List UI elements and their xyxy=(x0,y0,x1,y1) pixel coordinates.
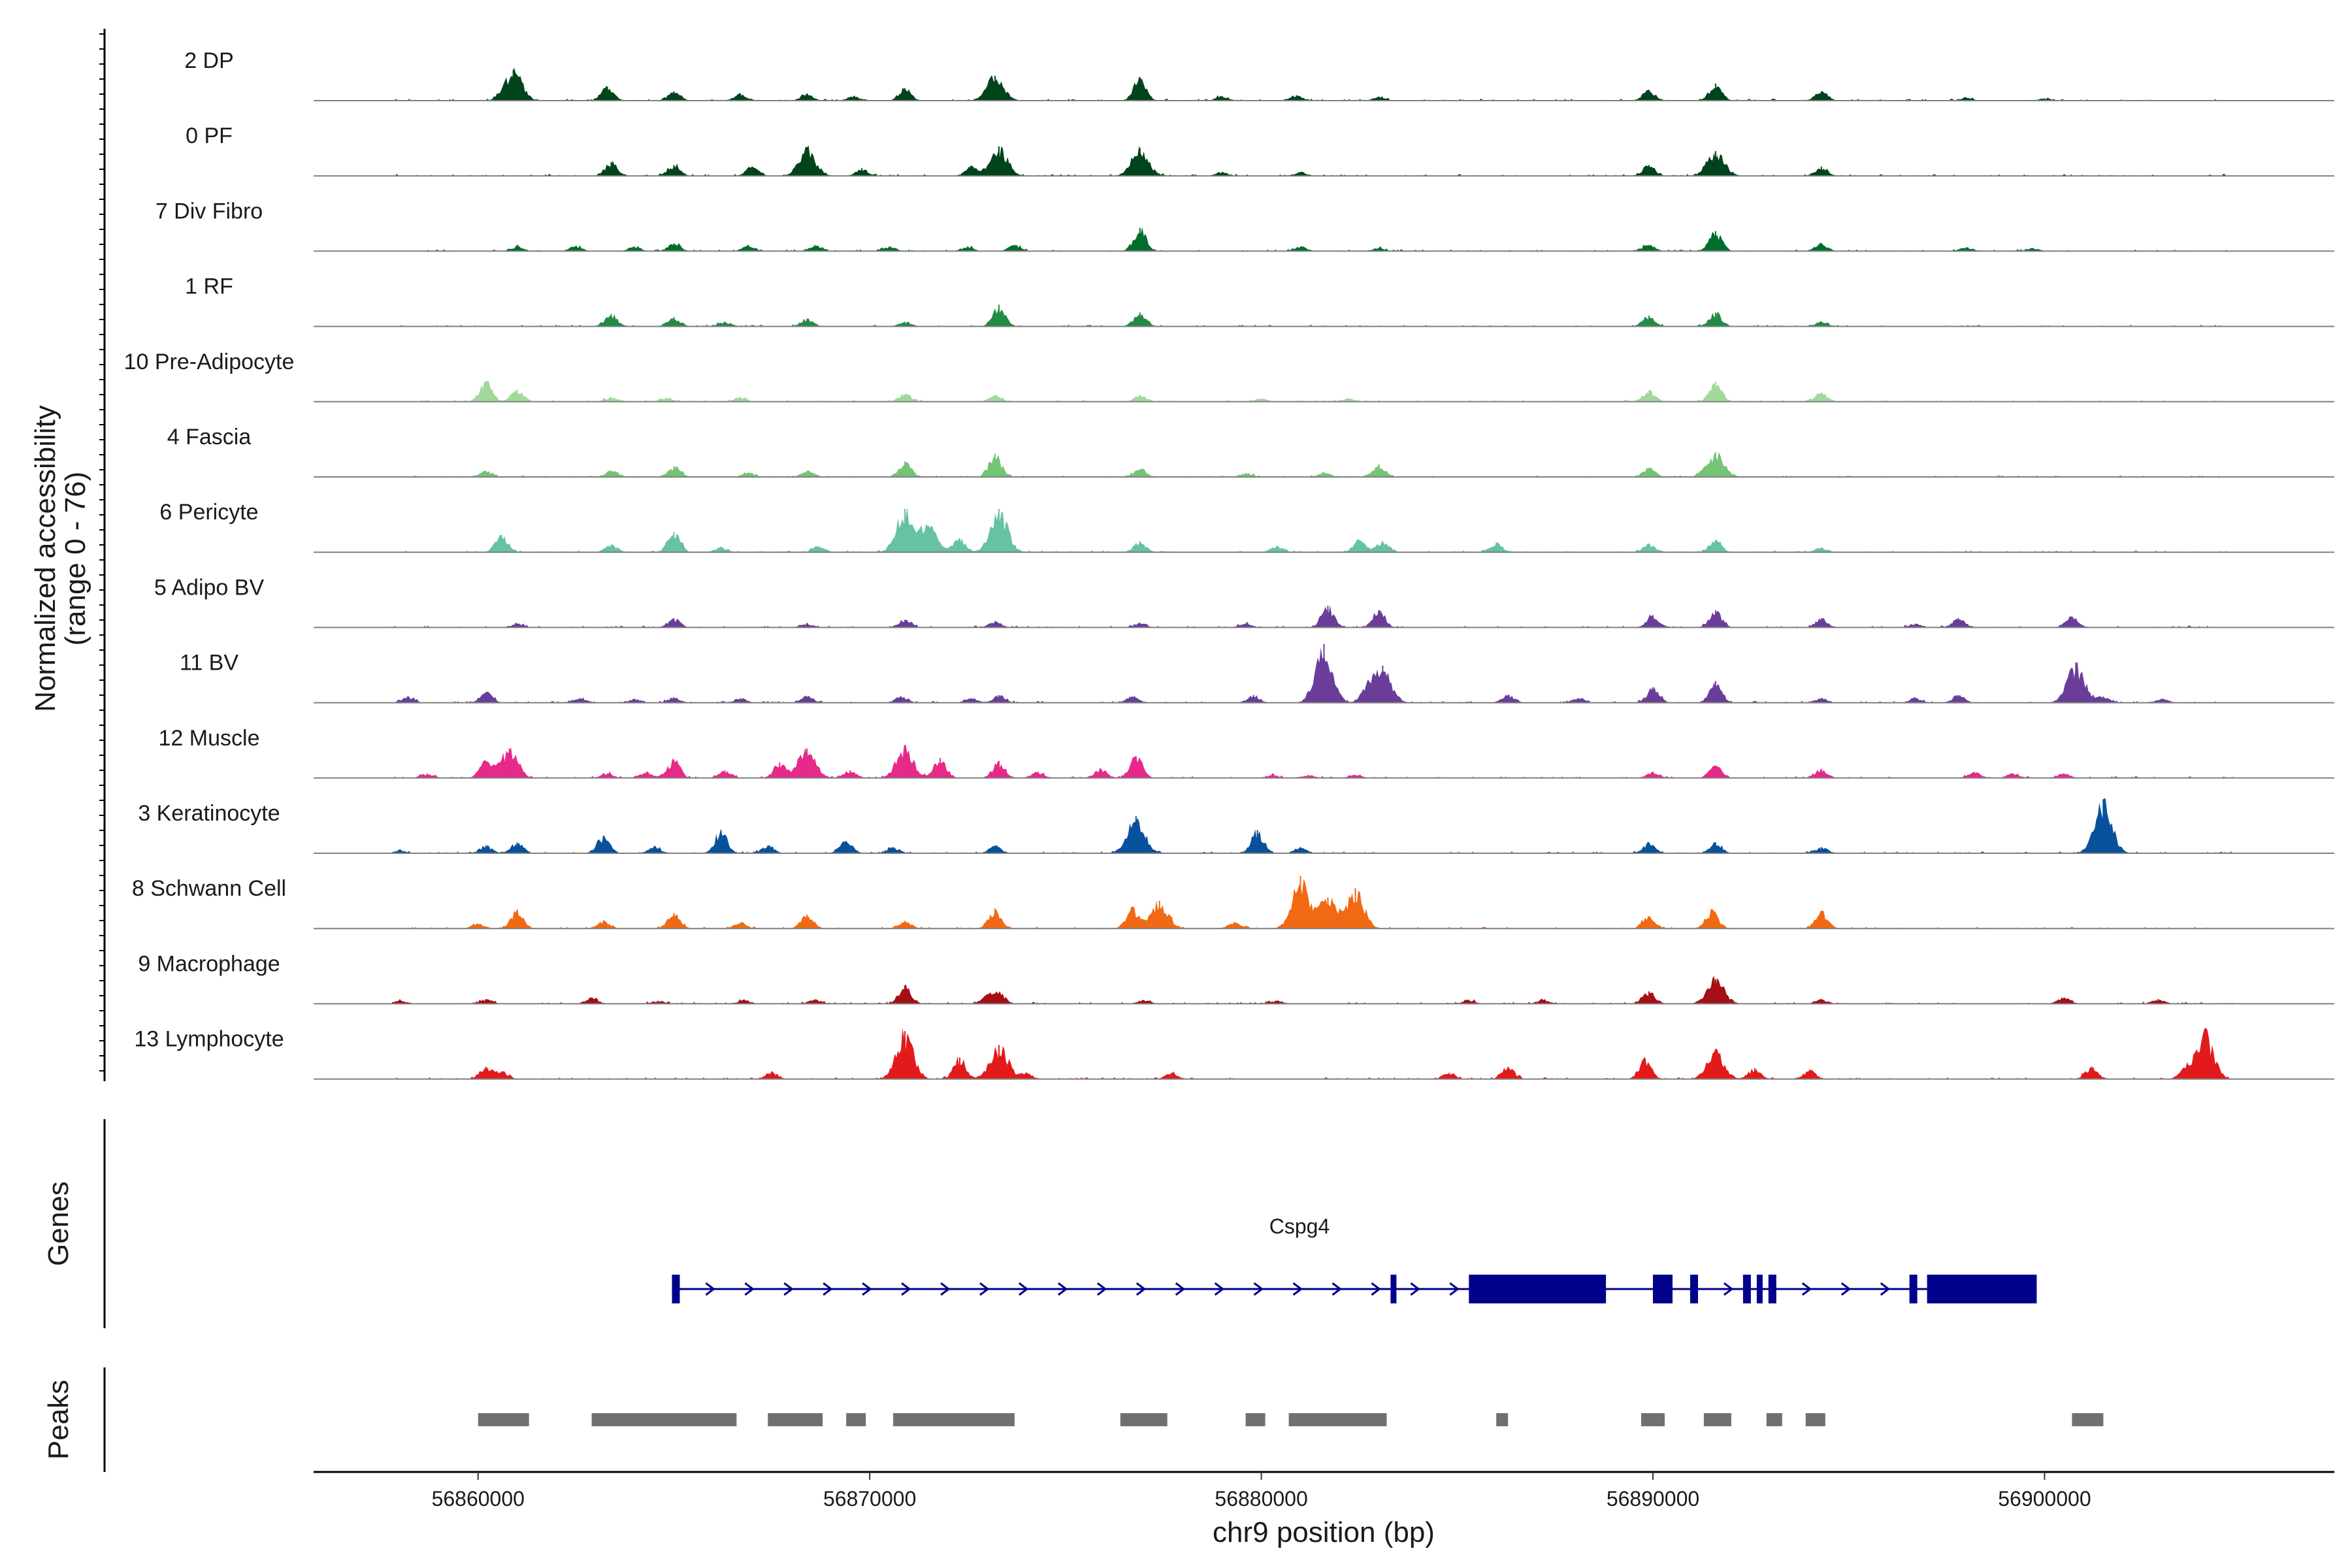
strand-arrow xyxy=(1801,1282,1812,1296)
peak-region xyxy=(1641,1413,1665,1426)
peak-region xyxy=(478,1413,529,1426)
x-tick-label: 56860000 xyxy=(432,1487,525,1511)
strand-arrow xyxy=(1410,1282,1420,1296)
y-axis-ticks xyxy=(99,33,105,1071)
strand-arrow xyxy=(1840,1282,1852,1296)
track-label: 3 Keratinocyte xyxy=(138,801,280,826)
track-label: 4 Fascia xyxy=(167,425,252,449)
strand-arrow xyxy=(705,1282,715,1296)
peak-region xyxy=(1288,1413,1387,1426)
strand-arrow xyxy=(744,1282,755,1296)
strand-arrow xyxy=(1096,1282,1107,1296)
track-11-bv: 11 BV xyxy=(180,644,2334,704)
genes-panel: Cspg4 xyxy=(672,1215,2037,1303)
gene-exon xyxy=(1909,1275,1918,1303)
track-13-lymphocyte: 13 Lymphocyte xyxy=(134,1027,2334,1080)
peaks-panel xyxy=(478,1413,2104,1426)
track-9-macrophage: 9 Macrophage xyxy=(138,951,2334,1005)
track-6-pericyte: 6 Pericyte xyxy=(159,500,2334,553)
track-8-schwann-cell: 8 Schwann Cell xyxy=(132,875,2334,930)
gene-exon xyxy=(1690,1275,1698,1303)
track-label: 11 BV xyxy=(180,651,238,676)
track-7-div-fibro: 7 Div Fibro xyxy=(155,199,2334,252)
coverage-area xyxy=(391,647,2233,703)
peak-region xyxy=(1120,1413,1168,1426)
track-label: 8 Schwann Cell xyxy=(132,876,286,901)
gene-exon xyxy=(1469,1275,1607,1303)
x-tick-label: 56890000 xyxy=(1607,1487,1699,1511)
peak-region xyxy=(1703,1413,1731,1426)
peak-region xyxy=(591,1413,737,1426)
track-2-dp: 2 DP xyxy=(184,48,2334,101)
track-4-fascia: 4 Fascia xyxy=(167,425,2334,478)
track-label: 0 PF xyxy=(186,123,233,148)
strand-arrow xyxy=(1880,1282,1891,1296)
y-axis-title-line1: Normalized accessibility xyxy=(29,405,61,711)
peak-region xyxy=(1805,1413,1825,1426)
strand-arrow xyxy=(1214,1282,1225,1296)
strand-arrow xyxy=(1019,1282,1029,1296)
track-label: 7 Div Fibro xyxy=(155,199,263,223)
gene-exon xyxy=(1768,1275,1776,1303)
strand-arrow xyxy=(940,1282,951,1296)
track-label: 5 Adipo BV xyxy=(154,575,265,600)
strand-arrow xyxy=(1723,1282,1734,1296)
strand-arrow xyxy=(1331,1282,1342,1296)
track-label: 12 Muscle xyxy=(159,726,260,751)
x-tick-label: 56900000 xyxy=(1998,1487,2091,1511)
strand-arrow xyxy=(862,1282,872,1296)
gene-exon xyxy=(1653,1275,1673,1303)
x-axis-title: chr9 position (bp) xyxy=(1213,1516,1435,1548)
peak-region xyxy=(1496,1413,1509,1426)
gene-exon xyxy=(1742,1275,1751,1303)
gene-exon xyxy=(1390,1275,1397,1303)
peaks-panel-label: Peaks xyxy=(42,1380,74,1460)
track-label: 13 Lymphocyte xyxy=(134,1027,284,1052)
peak-region xyxy=(1766,1413,1782,1426)
peak-region xyxy=(846,1413,866,1426)
track-12-muscle: 12 Muscle xyxy=(159,726,2334,779)
gene-exon xyxy=(672,1275,680,1303)
peak-region xyxy=(1245,1413,1266,1426)
strand-arrow xyxy=(1175,1282,1186,1296)
peak-region xyxy=(2072,1413,2104,1426)
strand-arrow xyxy=(823,1282,833,1296)
track-5-adipo-bv: 5 Adipo BV xyxy=(154,575,2334,629)
track-label: 6 Pericyte xyxy=(159,500,258,525)
track-label: 1 RF xyxy=(185,274,233,299)
x-tick-label: 56870000 xyxy=(823,1487,916,1511)
track-0-pf: 0 PF xyxy=(186,123,2334,177)
track-label: 2 DP xyxy=(184,48,234,73)
peak-region xyxy=(893,1413,1015,1426)
track-label: 10 Pre-Adipocyte xyxy=(124,350,295,374)
track-3-keratinocyte: 3 Keratinocyte xyxy=(138,798,2334,854)
track-10-pre-adipocyte: 10 Pre-Adipocyte xyxy=(124,350,2334,402)
coverage-tracks: 2 DP 0 PF 7 Div Fibro 1 RF 10 Pre-Adipocyte 4… xyxy=(124,48,2334,1080)
strand-arrow xyxy=(783,1282,794,1296)
gene-exon xyxy=(1927,1275,2037,1303)
track-1-rf: 1 RF xyxy=(185,274,2334,327)
gene-label: Cspg4 xyxy=(1269,1215,1330,1238)
strand-arrow xyxy=(1292,1282,1303,1296)
x-axis-ticks: 56860000 56870000 56880000 56890000 56900000 xyxy=(432,1472,2091,1511)
coverage-area xyxy=(391,879,2233,929)
strand-arrow xyxy=(979,1282,990,1296)
gene-exon xyxy=(1756,1275,1763,1303)
strand-arrow xyxy=(901,1282,911,1296)
strand-arrow xyxy=(1371,1282,1381,1296)
strand-arrow xyxy=(1449,1282,1460,1296)
strand-arrow xyxy=(1253,1282,1264,1296)
track-label: 9 Macrophage xyxy=(138,951,280,976)
strand-arrow xyxy=(1135,1282,1147,1296)
y-axis-title-line2: (range 0 - 76) xyxy=(59,472,91,646)
strand-arrow xyxy=(1057,1282,1068,1296)
peak-region xyxy=(768,1413,823,1426)
genes-panel-label: Genes xyxy=(42,1181,74,1266)
x-tick-label: 56880000 xyxy=(1215,1487,1307,1511)
gene-cspg4: Cspg4 xyxy=(672,1215,2037,1303)
